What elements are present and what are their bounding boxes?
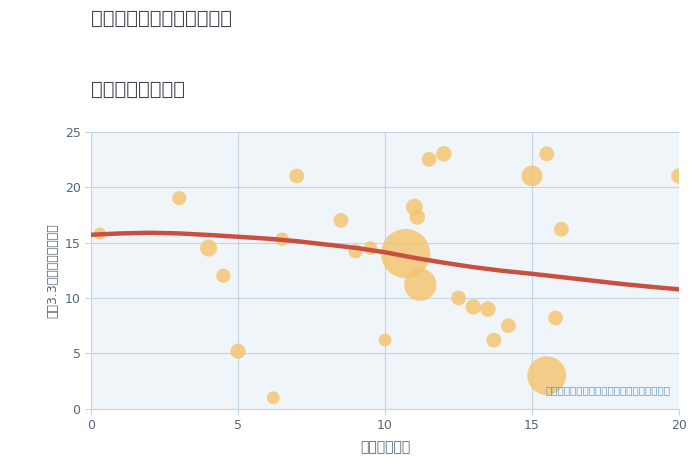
- Point: [541, 150, 552, 157]
- Point: [488, 337, 499, 344]
- Point: [550, 314, 561, 321]
- Point: [414, 281, 426, 289]
- Point: [400, 250, 411, 258]
- Point: [409, 203, 420, 211]
- Point: [267, 394, 279, 401]
- Point: [365, 244, 376, 252]
- Point: [526, 172, 538, 180]
- Point: [438, 150, 449, 157]
- Point: [232, 347, 244, 355]
- Text: 三重県四日市市下海老町の: 三重県四日市市下海老町の: [91, 9, 232, 28]
- Point: [468, 303, 479, 311]
- Point: [556, 226, 567, 233]
- Point: [218, 272, 229, 280]
- Point: [482, 306, 493, 313]
- Point: [203, 244, 214, 252]
- Point: [379, 337, 391, 344]
- Point: [453, 294, 464, 302]
- Text: 駅距離別土地価格: 駅距離別土地価格: [91, 80, 185, 99]
- Point: [673, 172, 685, 180]
- Point: [541, 372, 552, 379]
- Point: [291, 172, 302, 180]
- Y-axis label: 坪（3.3㎡）単価（万円）: 坪（3.3㎡）単価（万円）: [46, 223, 60, 318]
- Point: [335, 217, 346, 224]
- Point: [424, 156, 435, 163]
- Point: [503, 322, 514, 329]
- Point: [412, 213, 423, 221]
- Point: [94, 230, 106, 237]
- Point: [276, 235, 288, 243]
- Point: [174, 195, 185, 202]
- Text: 円の大きさは、取引のあった物件面積を示す: 円の大きさは、取引のあった物件面積を示す: [545, 385, 670, 395]
- X-axis label: 駅距離（分）: 駅距離（分）: [360, 441, 410, 454]
- Point: [350, 248, 361, 255]
